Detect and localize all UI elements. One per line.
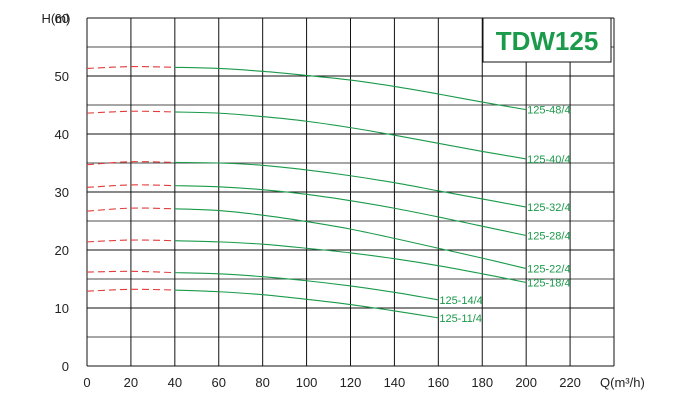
x-tick-label: 0 — [83, 375, 90, 390]
series-curve — [174, 161, 527, 208]
x-axis-label: Q(m³/h) — [600, 375, 645, 390]
x-tick-label: 120 — [340, 375, 362, 390]
series-curve — [174, 272, 439, 301]
series-curve — [174, 208, 527, 270]
series-label: 125-11/4 — [439, 313, 482, 325]
y-tick-label: 10 — [55, 301, 69, 316]
x-tick-label: 140 — [384, 375, 406, 390]
y-axis-label: H(m) — [42, 11, 71, 26]
grid — [86, 17, 615, 367]
shutoff-dashed-line — [86, 207, 175, 212]
series-label: 125-22/4 — [527, 264, 570, 276]
series-label: 125-32/4 — [527, 202, 570, 214]
series-curve — [174, 240, 527, 284]
x-tick-label: 80 — [255, 375, 269, 390]
x-axis-label-text: Q(m³/h) — [600, 375, 645, 390]
series-label: 125-14/4 — [439, 295, 482, 307]
shutoff-dashed-line — [86, 110, 175, 114]
tick-labels: 0 20 40 60 80 100 120 140 160 180 200 220 0 10 20 30 40 5… — [55, 11, 581, 390]
x-tick-label: 40 — [168, 375, 182, 390]
chart-title: TDW125 — [496, 26, 599, 56]
y-tick-label: 30 — [55, 185, 69, 200]
curves: 125-48/4 125-40/4 125-32/4 125-28/4 125-22/4… — [86, 66, 571, 325]
series-curve — [174, 111, 527, 160]
series-curve — [174, 289, 439, 319]
y-tick-label: 60 — [55, 11, 69, 26]
x-tick-label: 200 — [515, 375, 537, 390]
x-tick-label: 20 — [124, 375, 138, 390]
title-box — [482, 17, 612, 63]
series-label: 125-28/4 — [527, 231, 570, 243]
x-tick-label: 180 — [471, 375, 493, 390]
shutoff-dashed-line — [86, 288, 175, 292]
x-tick-label: 60 — [212, 375, 226, 390]
shutoff-dashed-line — [86, 239, 175, 243]
series-label: 125-18/4 — [527, 277, 570, 289]
shutoff-dashed-line — [86, 184, 175, 188]
y-tick-label: 50 — [55, 69, 69, 84]
x-tick-label: 160 — [427, 375, 449, 390]
shutoff-dashed-line — [86, 66, 175, 70]
shutoff-dashed-line — [86, 270, 175, 274]
series-label: 125-48/4 — [527, 105, 570, 117]
shutoff-dashed-line — [86, 161, 175, 166]
series-curve — [174, 185, 527, 237]
y-tick-label: 20 — [55, 243, 69, 258]
x-tick-label: 220 — [559, 375, 581, 390]
series-label: 125-40/4 — [527, 154, 570, 166]
series-curve — [174, 66, 527, 111]
x-tick-label: 100 — [296, 375, 318, 390]
y-tick-label: 40 — [55, 127, 69, 142]
y-tick-label: 0 — [62, 359, 69, 374]
